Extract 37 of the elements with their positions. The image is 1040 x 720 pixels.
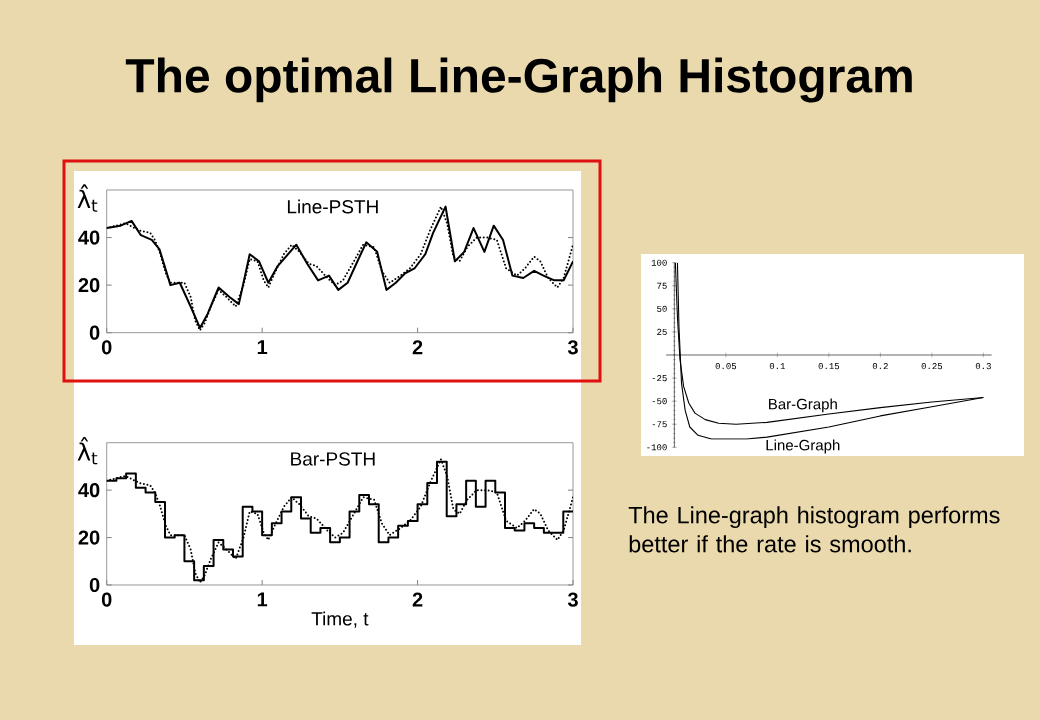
y-tick-label: 50 <box>657 305 667 312</box>
y-tick-label: -75 <box>652 421 667 428</box>
y-tick-label: -50 <box>652 398 667 405</box>
series-label: Bar-Graph <box>769 398 837 413</box>
chart-title: Line-PSTH <box>287 199 378 214</box>
y-tick-label: 0 <box>89 325 100 340</box>
chart-title: Bar-PSTH <box>291 452 375 466</box>
y-axis-title: λ̂$_{t}$ <box>77 437 98 465</box>
text: The optimal Line-Graph Histogram <box>125 57 912 103</box>
x-tick-label: 1 <box>257 592 268 607</box>
x-tick-label: 3 <box>567 592 578 607</box>
y-tick-label: 75 <box>657 282 667 289</box>
x-tick-label: 0.3 <box>975 363 991 370</box>
x-tick-label: 2 <box>412 340 423 355</box>
x-tick-label: 2 <box>412 592 423 607</box>
y-tick-label: 100 <box>651 259 667 266</box>
series-label: Line-Graph <box>766 439 840 454</box>
y-tick-label: 25 <box>657 328 667 335</box>
y-tick-label: 40 <box>78 230 100 245</box>
y-tick-label: -100 <box>647 444 667 451</box>
x-tick-label: 0.1 <box>769 363 786 370</box>
x-tick-label: 3 <box>567 340 578 355</box>
y-tick-label: 20 <box>78 278 100 293</box>
y-tick-label: 40 <box>78 483 100 498</box>
text: The Line-graph histogram performs better if the rate is smooth. <box>628 506 1000 553</box>
x-tick-label: 0.15 <box>818 363 840 370</box>
y-tick-label: 20 <box>78 530 100 545</box>
y-tick-label: -25 <box>652 375 667 382</box>
x-tick-label: 1 <box>257 340 268 354</box>
x-tick-label: 0.05 <box>715 363 737 370</box>
x-tick-label: 0 <box>101 592 112 607</box>
x-axis-title: Time, t <box>311 611 369 628</box>
x-tick-label: 0.25 <box>921 363 943 370</box>
x-tick-label: 0 <box>101 340 112 355</box>
y-tick-label: 0 <box>89 577 100 593</box>
x-tick-label: 0.2 <box>872 363 888 370</box>
y-axis-title: λ̂$_{t}$ <box>77 184 98 212</box>
